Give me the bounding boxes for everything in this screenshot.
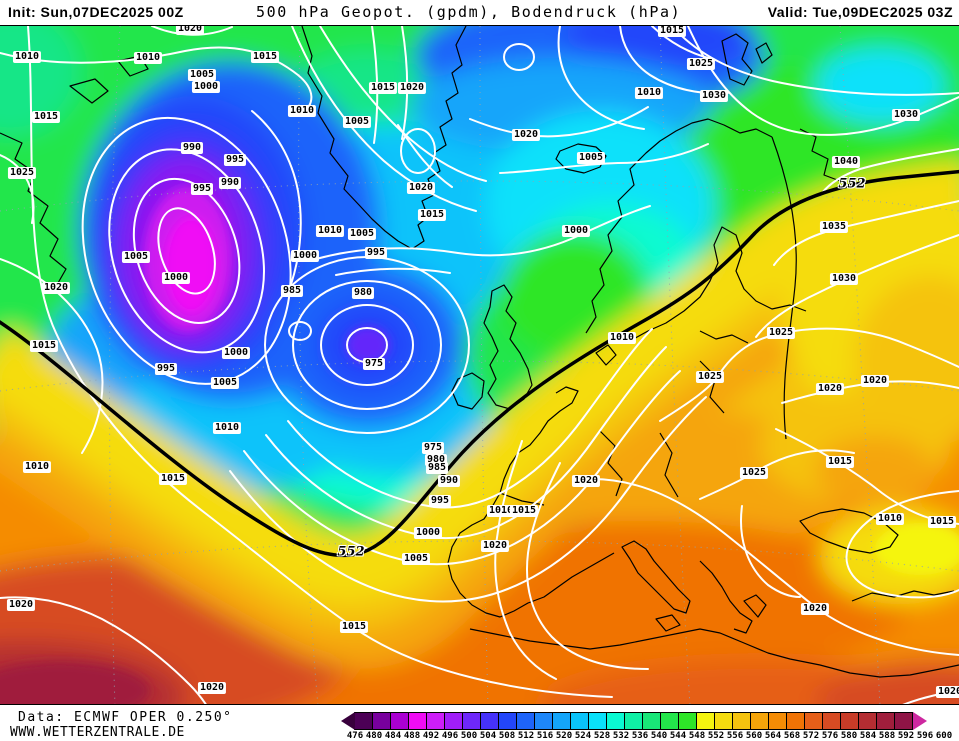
colorbar-tick-label: 548 xyxy=(688,731,706,741)
colorbar-segment xyxy=(786,712,805,730)
colorbar-segment xyxy=(660,712,679,730)
map-graphics xyxy=(0,26,959,704)
colorbar-tick-label: 480 xyxy=(365,731,383,741)
colorbar-segment xyxy=(534,712,553,730)
colorbar-tick-label: 492 xyxy=(422,731,440,741)
colorbar-tick-label: 512 xyxy=(517,731,535,741)
colorbar-segment xyxy=(822,712,841,730)
colorbar-tick-label: 556 xyxy=(726,731,744,741)
colorbar-segment xyxy=(444,712,463,730)
colorbar-segment xyxy=(372,712,391,730)
valid-time: Valid: Tue,09DEC2025 03Z xyxy=(767,4,953,20)
colorbar-tick-label: 504 xyxy=(479,731,497,741)
colorbar-segment xyxy=(354,712,373,730)
colorbar-tick-label: 564 xyxy=(764,731,782,741)
colorbar-tick-label: 476 xyxy=(346,731,364,741)
colorbar-segment xyxy=(498,712,517,730)
colorbar-tick-label: 532 xyxy=(612,731,630,741)
colorbar-tick-label: 516 xyxy=(536,731,554,741)
colorbar-segment xyxy=(390,712,409,730)
colorbar-segment xyxy=(750,712,769,730)
colorbar-tick-label: 600 xyxy=(935,731,953,741)
colorbar-segment xyxy=(642,712,661,730)
colorbar-tick-label: 588 xyxy=(878,731,896,741)
map-footer: Data: ECMWF OPER 0.250° WWW.WETTERZENTRA… xyxy=(0,705,959,741)
colorbar-tick-label: 560 xyxy=(745,731,763,741)
contour-552 xyxy=(0,169,959,558)
colorbar-tick-label: 580 xyxy=(840,731,858,741)
colorbar-tick-label: 584 xyxy=(859,731,877,741)
map-title: 500 hPa Geopot. (gpdm), Bodendruck (hPa) xyxy=(256,3,682,21)
colorbar-segment xyxy=(408,712,427,730)
website: WWW.WETTERZENTRALE.DE xyxy=(10,725,185,740)
colorbar-segment xyxy=(588,712,607,730)
colorbar-segment xyxy=(876,712,895,730)
colorbar-tick-label: 592 xyxy=(897,731,915,741)
colorbar-tick-label: 572 xyxy=(802,731,820,741)
colorbar-segment xyxy=(804,712,823,730)
colorbar-tick-label: 520 xyxy=(555,731,573,741)
colorbar-segment xyxy=(840,712,859,730)
colorbar-segment xyxy=(696,712,715,730)
isobars xyxy=(0,26,959,704)
colorbar-segment xyxy=(858,712,877,730)
geopotential-field xyxy=(0,26,959,704)
colorbar-tick-label: 524 xyxy=(574,731,592,741)
colorbar-segment xyxy=(913,712,927,730)
colorbar-tick-label: 528 xyxy=(593,731,611,741)
colorbar-tick-label: 576 xyxy=(821,731,839,741)
colorbar-tick-label: 488 xyxy=(403,731,421,741)
colorbar-segment xyxy=(678,712,697,730)
colorbar-tick-label: 536 xyxy=(631,731,649,741)
colorbar-segment xyxy=(462,712,481,730)
colorbar-segment xyxy=(606,712,625,730)
colorbar-tick-label: 540 xyxy=(650,731,668,741)
colorbar-segment xyxy=(552,712,571,730)
colorbar-tick-label: 500 xyxy=(460,731,478,741)
colorbar-segment xyxy=(732,712,751,730)
colorbar-segment xyxy=(480,712,499,730)
colorbar-tick-label: 484 xyxy=(384,731,402,741)
colorbar-segment xyxy=(516,712,535,730)
data-source: Data: ECMWF OPER 0.250° xyxy=(18,710,233,725)
colorbar-segment xyxy=(624,712,643,730)
init-time: Init: Sun,07DEC2025 00Z xyxy=(8,4,184,20)
colorbar-tick-label: 508 xyxy=(498,731,516,741)
colorbar-segment xyxy=(426,712,445,730)
colorbar xyxy=(341,712,927,730)
low-atlantic-rings xyxy=(264,256,470,434)
colorbar-segment xyxy=(894,712,913,730)
weather-map: 1010 1010 1020 1015 1005 1000 1010 1015 1015 990 9… xyxy=(0,25,959,705)
colorbar-segment xyxy=(341,712,355,730)
map-header: Init: Sun,07DEC2025 00Z 500 hPa Geopot. … xyxy=(0,0,959,25)
colorbar-segment xyxy=(768,712,787,730)
colorbar-tick-label: 544 xyxy=(669,731,687,741)
colorbar-tick-label: 596 xyxy=(916,731,934,741)
colorbar-tick-label: 496 xyxy=(441,731,459,741)
coastlines xyxy=(0,26,959,678)
geopotential-field-cores xyxy=(0,187,959,704)
colorbar-tick-label: 568 xyxy=(783,731,801,741)
colorbar-segment xyxy=(570,712,589,730)
colorbar-segment xyxy=(714,712,733,730)
colorbar-tick-label: 552 xyxy=(707,731,725,741)
